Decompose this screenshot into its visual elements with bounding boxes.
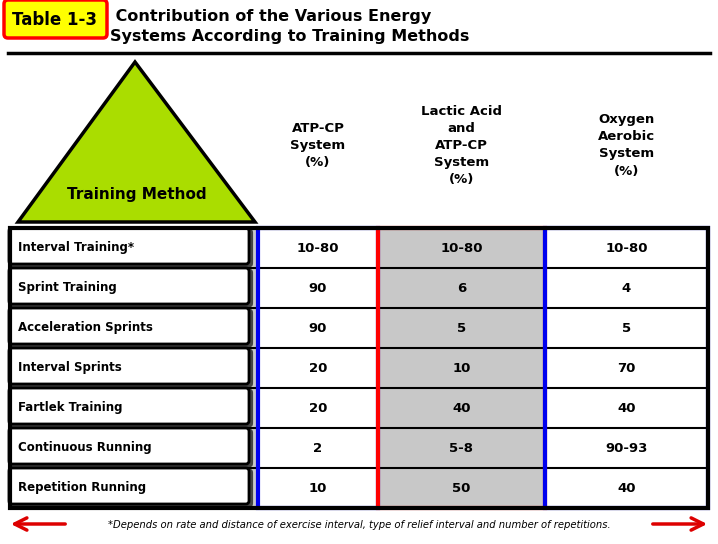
FancyBboxPatch shape bbox=[9, 468, 249, 504]
Text: 40: 40 bbox=[452, 401, 471, 415]
FancyBboxPatch shape bbox=[9, 428, 249, 464]
Text: Acceleration Sprints: Acceleration Sprints bbox=[18, 322, 153, 335]
Text: 6: 6 bbox=[457, 281, 466, 294]
Bar bbox=[545, 228, 708, 508]
Text: 90-93: 90-93 bbox=[605, 442, 648, 454]
Bar bbox=[378, 228, 545, 508]
Text: Interval Training*: Interval Training* bbox=[18, 242, 134, 255]
Bar bbox=[258, 228, 378, 508]
Bar bbox=[378, 228, 545, 508]
Text: Oxygen
Aerobic
System
(%): Oxygen Aerobic System (%) bbox=[598, 114, 655, 177]
Text: 10: 10 bbox=[452, 362, 471, 374]
FancyBboxPatch shape bbox=[9, 388, 249, 424]
Text: 10-80: 10-80 bbox=[440, 242, 482, 255]
FancyBboxPatch shape bbox=[11, 230, 251, 266]
FancyBboxPatch shape bbox=[11, 390, 251, 426]
Text: 50: 50 bbox=[452, 481, 471, 494]
FancyBboxPatch shape bbox=[9, 228, 249, 264]
Bar bbox=[545, 228, 708, 508]
Text: Lactic Acid
and
ATP-CP
System
(%): Lactic Acid and ATP-CP System (%) bbox=[421, 105, 502, 186]
Bar bbox=[10, 228, 708, 508]
Text: Repetition Running: Repetition Running bbox=[18, 481, 146, 494]
Polygon shape bbox=[18, 62, 255, 222]
Bar bbox=[10, 228, 258, 508]
Text: Training Method: Training Method bbox=[67, 188, 207, 202]
Text: 5: 5 bbox=[622, 322, 631, 335]
Text: ATP-CP
System
(%): ATP-CP System (%) bbox=[291, 122, 345, 169]
Text: Interval Sprints: Interval Sprints bbox=[18, 362, 122, 374]
FancyBboxPatch shape bbox=[4, 0, 107, 38]
Text: 90: 90 bbox=[309, 322, 327, 335]
Text: Sprint Training: Sprint Training bbox=[18, 281, 117, 294]
Text: 90: 90 bbox=[309, 281, 327, 294]
FancyBboxPatch shape bbox=[9, 268, 249, 304]
Text: 10-80: 10-80 bbox=[297, 242, 339, 255]
FancyBboxPatch shape bbox=[9, 308, 249, 344]
Text: 70: 70 bbox=[617, 362, 635, 374]
Text: 40: 40 bbox=[617, 401, 635, 415]
Text: Systems According to Training Methods: Systems According to Training Methods bbox=[110, 28, 470, 44]
Text: Fartlek Training: Fartlek Training bbox=[18, 401, 123, 415]
Bar bbox=[258, 228, 378, 508]
FancyBboxPatch shape bbox=[11, 270, 251, 306]
FancyBboxPatch shape bbox=[11, 310, 251, 346]
Text: 5-8: 5-8 bbox=[449, 442, 473, 454]
FancyBboxPatch shape bbox=[11, 470, 251, 506]
Text: 20: 20 bbox=[309, 362, 327, 374]
Text: 10-80: 10-80 bbox=[605, 242, 648, 255]
Text: 2: 2 bbox=[314, 442, 322, 454]
Text: 10: 10 bbox=[309, 481, 327, 494]
Text: 40: 40 bbox=[617, 481, 635, 494]
Text: Table 1-3: Table 1-3 bbox=[12, 11, 98, 29]
FancyBboxPatch shape bbox=[9, 348, 249, 384]
Text: Contribution of the Various Energy: Contribution of the Various Energy bbox=[110, 9, 432, 23]
Text: 5: 5 bbox=[457, 322, 466, 335]
Text: 4: 4 bbox=[622, 281, 631, 294]
Text: 20: 20 bbox=[309, 401, 327, 415]
FancyBboxPatch shape bbox=[11, 350, 251, 386]
FancyBboxPatch shape bbox=[11, 430, 251, 466]
Text: Continuous Running: Continuous Running bbox=[18, 442, 151, 454]
Text: *Depends on rate and distance of exercise interval, type of relief interval and : *Depends on rate and distance of exercis… bbox=[108, 520, 610, 530]
